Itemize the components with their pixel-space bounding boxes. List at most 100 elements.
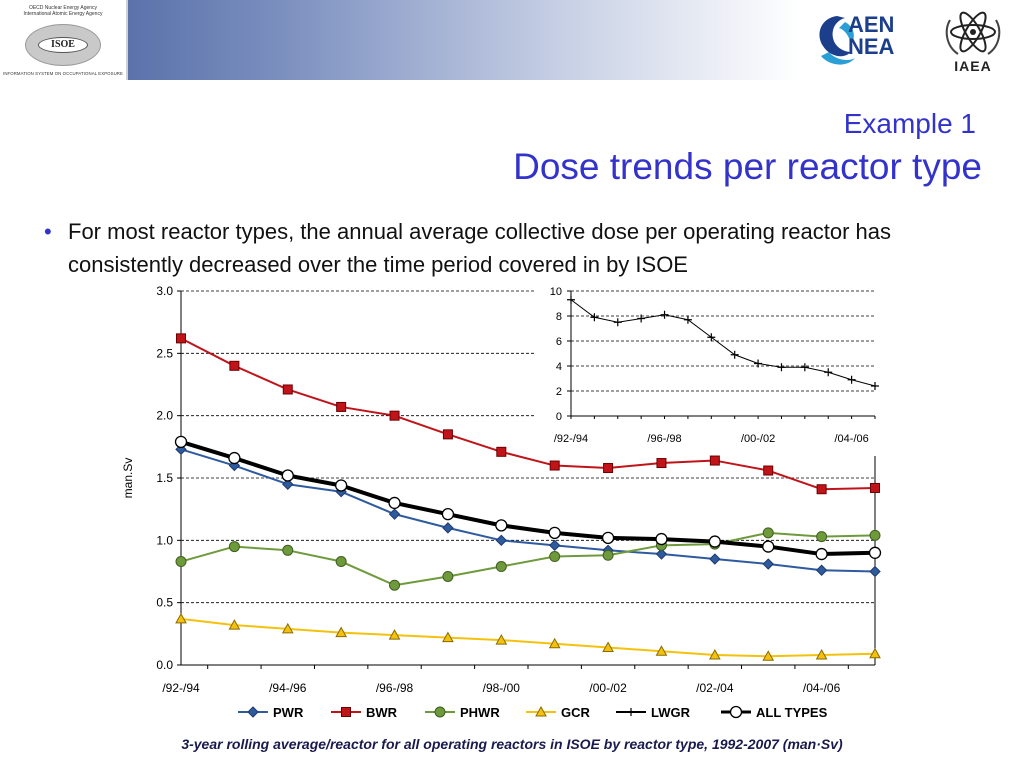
legend-bwr-label: BWR — [366, 705, 398, 720]
isoe-logo-top-text: OECD Nuclear Energy Agency International… — [23, 5, 103, 17]
legend-bwr-marker — [341, 707, 351, 717]
point-gcr — [655, 645, 668, 656]
point-bwr — [603, 463, 614, 474]
point-phwr — [282, 544, 294, 556]
legend-phwr-marker — [434, 706, 446, 718]
inset-point-lwgr — [800, 363, 809, 372]
point-gcr — [869, 647, 881, 659]
point-phwr — [602, 549, 614, 561]
main-x-tick-label: /98-/00 — [483, 681, 521, 695]
point-gcr — [815, 648, 828, 660]
point-gcr — [762, 650, 775, 661]
series-line-pwr — [180, 448, 876, 573]
point-phwr — [816, 531, 828, 543]
inset-point-lwgr — [777, 363, 786, 372]
legend-lwgr-marker — [627, 708, 635, 716]
point-all-types — [174, 435, 188, 448]
point-bwr — [496, 446, 507, 457]
point-pwr — [655, 548, 668, 560]
point-pwr — [388, 508, 401, 520]
point-phwr — [175, 556, 187, 568]
point-gcr — [335, 626, 348, 638]
inset-point-lwgr — [683, 315, 692, 324]
point-all-types — [548, 526, 561, 540]
point-bwr — [229, 360, 240, 371]
point-gcr — [602, 641, 614, 653]
point-all-types — [281, 469, 294, 482]
legend-pwr-marker — [247, 706, 259, 718]
point-phwr — [495, 561, 507, 573]
point-pwr — [762, 558, 774, 570]
point-pwr — [709, 553, 721, 565]
point-pwr — [495, 534, 508, 547]
legend-lwgr-label: LWGR — [651, 705, 691, 720]
main-y-tick-label: 2.5 — [156, 346, 173, 360]
inset-point-lwgr — [660, 310, 669, 319]
inset-point-lwgr — [707, 333, 716, 342]
inset-x-tick-label: /96-/98 — [647, 433, 681, 445]
isoe-logo-bottom-text: INFORMATION SYSTEM ON OCCUPATIONAL EXPOS… — [3, 71, 123, 76]
point-phwr — [228, 541, 240, 553]
legend-all-types-marker — [729, 705, 743, 719]
point-bwr — [870, 482, 880, 493]
point-bwr — [176, 333, 186, 344]
point-all-types — [868, 546, 882, 559]
inset-y-tick-label: 2 — [556, 386, 562, 398]
legend-gcr-marker — [535, 705, 547, 717]
point-phwr — [442, 570, 454, 582]
main-y-tick-label: 1.5 — [156, 471, 173, 485]
point-gcr — [495, 634, 508, 645]
point-all-types — [655, 532, 668, 546]
point-bwr — [442, 429, 453, 440]
inset-series-line-lwgr — [570, 299, 876, 387]
main-y-axis-label: man.Sv — [121, 458, 135, 499]
point-gcr — [388, 629, 401, 640]
legend-phwr-label: PHWR — [460, 705, 500, 720]
main-x-tick-label: /92-/94 — [162, 681, 200, 695]
series-line-all-types — [180, 439, 876, 557]
inset-y-tick-label: 0 — [556, 411, 562, 423]
isoe-logo: OECD Nuclear Energy Agency International… — [0, 0, 128, 80]
isoe-badge: ISOE — [38, 37, 88, 53]
main-y-tick-label: 0.0 — [156, 658, 173, 672]
point-gcr — [228, 619, 241, 630]
dose-trends-chart: 0.0 0.5 1.0 1.5 2.0 2.5 3.0/92-/94/94-/96/96-/… — [121, 282, 882, 720]
inset-point-lwgr — [871, 382, 879, 390]
inset-y-tick-label: 6 — [556, 336, 562, 348]
point-bwr — [336, 401, 347, 412]
main-y-tick-label: 3.0 — [156, 284, 173, 298]
point-all-types — [441, 508, 455, 521]
point-bwr — [763, 465, 774, 476]
series-line-bwr — [180, 337, 876, 491]
aen-nea-label: AEN NEA — [848, 12, 895, 59]
point-pwr — [815, 564, 828, 576]
main-x-tick-label: /04-/06 — [803, 681, 841, 695]
point-bwr — [549, 460, 560, 471]
inset-point-lwgr — [847, 375, 856, 384]
iaea-label: IAEA — [954, 58, 992, 74]
main-x-tick-label: /00-/02 — [589, 681, 627, 695]
point-phwr — [762, 527, 774, 539]
point-pwr — [282, 478, 294, 490]
point-all-types — [495, 519, 508, 532]
point-phwr — [549, 551, 561, 563]
inset-y-tick-label: 10 — [550, 286, 562, 298]
aen-nea-logo-icon — [819, 16, 855, 65]
iaea-atom-icon — [945, 11, 1001, 55]
inset-point-lwgr — [590, 313, 599, 322]
point-all-types — [228, 451, 241, 465]
inset-point-lwgr — [730, 350, 739, 359]
point-phwr — [869, 529, 881, 541]
inset-y-tick-label: 4 — [556, 361, 562, 373]
main-y-tick-label: 0.5 — [156, 596, 173, 610]
point-bwr — [816, 484, 827, 495]
bullet-icon: • — [44, 219, 52, 244]
point-gcr — [548, 637, 561, 649]
slide-title: Dose trends per reactor type — [513, 146, 982, 187]
point-all-types — [762, 540, 775, 553]
inset-x-tick-label: /92-/94 — [554, 433, 588, 445]
point-all-types — [601, 531, 615, 544]
bullet-text: For most reactor types, the annual avera… — [68, 219, 892, 277]
point-phwr — [389, 579, 401, 591]
main-y-tick-label: 2.0 — [156, 409, 173, 423]
